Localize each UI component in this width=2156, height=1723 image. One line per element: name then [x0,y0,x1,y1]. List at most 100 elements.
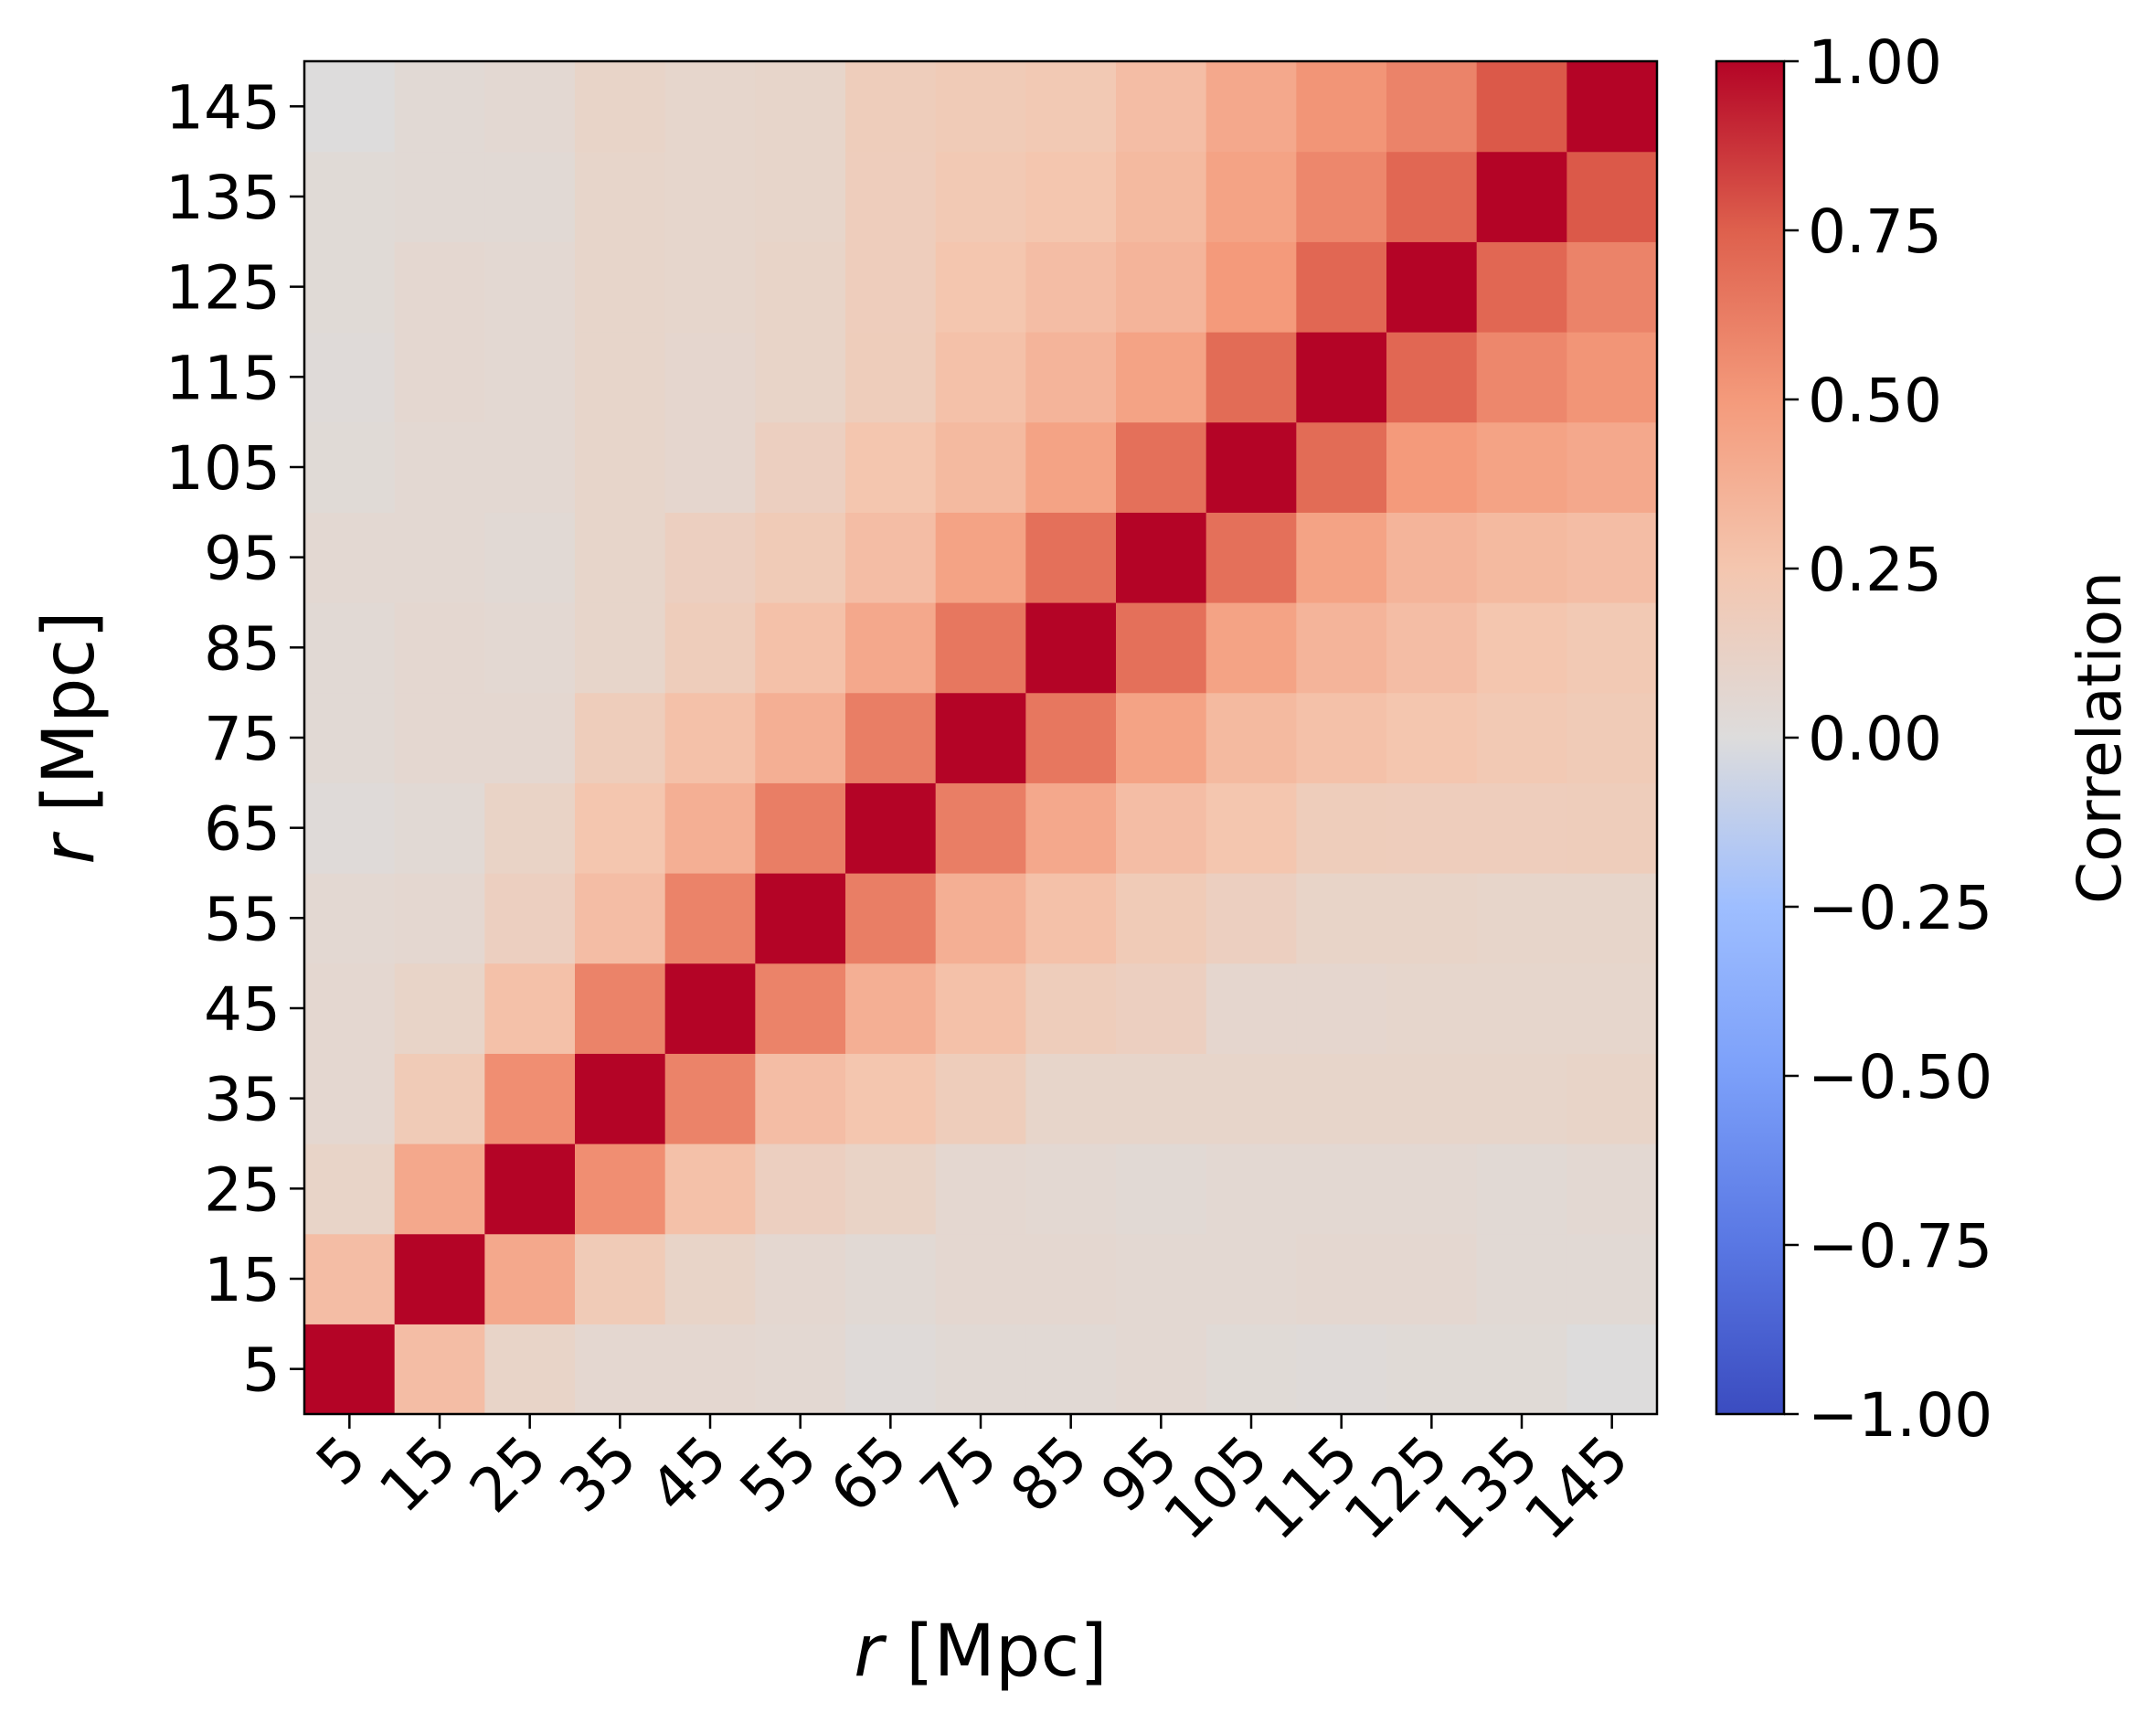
heatmap-cell [304,873,396,964]
heatmap-cells [304,61,1658,1415]
y-tick-label: 65 [204,794,281,865]
heatmap-cell [575,602,666,694]
heatmap-cell [1116,61,1207,153]
x-tick-label: 65 [817,1422,921,1526]
heatmap-cell [1296,1233,1387,1324]
heatmap-cell [304,151,396,242]
heatmap-cell [1296,61,1387,153]
heatmap-cell [935,241,1026,333]
heatmap-cell [755,692,846,783]
colorbar-tick-label: −0.25 [1808,873,1992,943]
heatmap-cell [664,241,756,333]
heatmap-cell [1025,692,1117,783]
heatmap-cell [664,602,756,694]
heatmap-cell [1025,241,1117,333]
heatmap-cell [935,332,1026,423]
heatmap-cell [575,421,666,513]
heatmap-cell [1116,692,1207,783]
heatmap-cell [1386,1324,1478,1415]
heatmap-cell [1567,963,1658,1054]
heatmap-cell [664,332,756,423]
heatmap-cell [1476,963,1567,1054]
heatmap-cell [1296,512,1387,603]
heatmap-cell [755,873,846,964]
heatmap-cell [845,1143,937,1235]
heatmap-cell [664,421,756,513]
heatmap-cell [1296,692,1387,783]
heatmap-cell [755,1324,846,1415]
heatmap-cell [1296,241,1387,333]
heatmap-cell [845,1053,937,1144]
heatmap-cell [575,782,666,874]
heatmap-cell [845,782,937,874]
heatmap-cell [1476,332,1567,423]
heatmap-cell [845,512,937,603]
heatmap-cell [1567,873,1658,964]
heatmap-cell [755,602,846,694]
heatmap-cell [1205,1233,1297,1324]
heatmap-cell [755,241,846,333]
heatmap-cell [304,1324,396,1415]
heatmap-cell [1476,1143,1567,1235]
heatmap-cell [304,692,396,783]
heatmap-cell [484,241,576,333]
heatmap-cell [1386,692,1478,783]
heatmap-cell [1567,61,1658,153]
y-axis-label: r [Mpc] [28,611,111,864]
heatmap-cell [1025,782,1117,874]
heatmap-cell [1025,151,1117,242]
heatmap-cell [1296,332,1387,423]
heatmap-cell [394,1324,485,1415]
heatmap-cell [394,241,485,333]
heatmap-cell [1296,602,1387,694]
heatmap-cell [1205,1143,1297,1235]
heatmap-cell [1025,963,1117,1054]
heatmap-cell [664,1143,756,1235]
heatmap-cell [484,873,576,964]
heatmap-cell [1567,421,1658,513]
heatmap-cell [1386,1053,1478,1144]
heatmap-cell [1296,1324,1387,1415]
heatmap-cell [1386,1233,1478,1324]
heatmap-cell [484,1324,576,1415]
heatmap-cell [664,873,756,964]
heatmap-cell [1116,1324,1207,1415]
heatmap-cell [935,1143,1026,1235]
heatmap-cell [575,512,666,603]
y-tick-label: 105 [165,433,281,504]
heatmap-cell [394,332,485,423]
heatmap-cell [664,61,756,153]
heatmap-cell [755,512,846,603]
heatmap-cell [755,1053,846,1144]
heatmap-cell [575,1233,666,1324]
heatmap-cell [845,151,937,242]
heatmap-cell [575,241,666,333]
heatmap-cell [1476,421,1567,513]
heatmap-cell [1476,1053,1567,1144]
heatmap-cell [1567,1233,1658,1324]
heatmap-cell [845,873,937,964]
colorbar-tick-label: 1.00 [1808,27,1942,98]
heatmap-cell [1025,1233,1117,1324]
heatmap-cell [845,61,937,153]
heatmap-cell [1116,421,1207,513]
heatmap-cell [1025,1324,1117,1415]
heatmap-cell [484,61,576,153]
heatmap-cell [1025,602,1117,694]
heatmap-cell [664,692,756,783]
y-tick-label: 15 [204,1245,281,1315]
colorbar-ticks: 1.00 0.75 0.50 0.25 0.00 −0.25 −0.50 −0.75 −1.00 [1784,27,1992,1451]
heatmap-cell [1116,1233,1207,1324]
heatmap-cell [1386,1143,1478,1235]
heatmap-cell [394,512,485,603]
heatmap-cell [1116,332,1207,423]
heatmap-cell [575,873,666,964]
heatmap-cell [755,151,846,242]
heatmap-cell [1205,512,1297,603]
heatmap-cell [1205,963,1297,1054]
heatmap-cell [1296,963,1387,1054]
colorbar [1715,59,1786,1416]
heatmap-cell [1205,332,1297,423]
